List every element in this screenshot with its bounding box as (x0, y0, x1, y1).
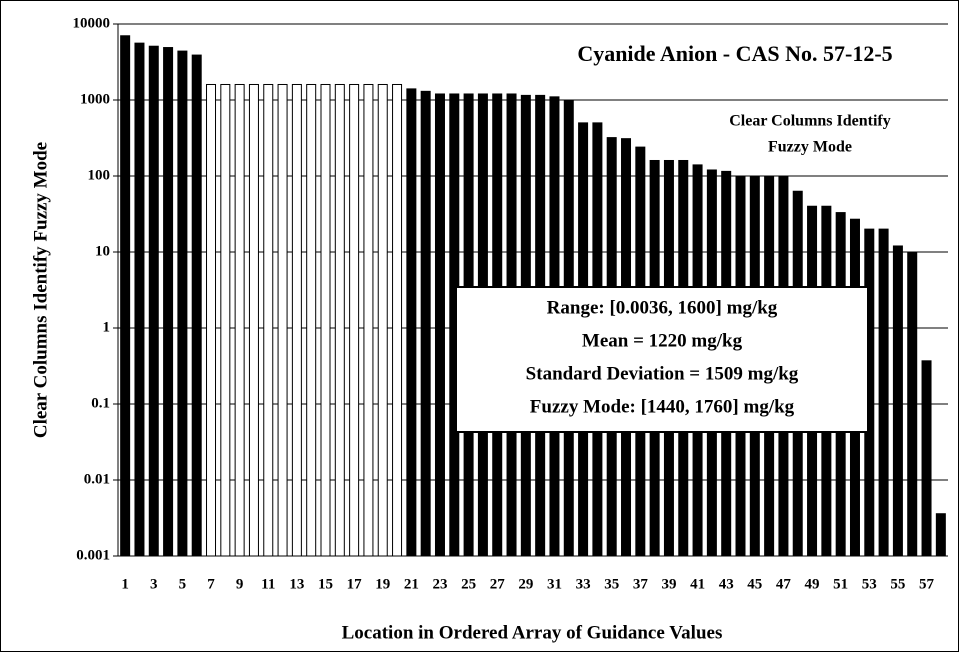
bar (363, 83, 374, 557)
bar (320, 83, 331, 557)
y-axis-label: Clear Columns Identify Fuzzy Mode (30, 142, 51, 438)
bar (921, 360, 932, 557)
bar (434, 93, 445, 557)
x-tick-label: 23 (432, 576, 447, 592)
bar (306, 83, 317, 557)
bar (206, 83, 217, 557)
bar (892, 245, 903, 557)
x-tick-label: 57 (919, 576, 935, 592)
stats-box (455, 286, 869, 433)
stats-line: Mean = 1220 mg/kg (582, 330, 743, 351)
x-tick-label: 27 (490, 576, 506, 592)
x-tick-label: 29 (518, 576, 533, 592)
bar (392, 83, 403, 557)
annotation: Clear Columns Identify (729, 113, 891, 130)
x-tick-label: 21 (404, 576, 419, 592)
x-tick-label: 43 (719, 576, 734, 592)
x-tick-label: 51 (833, 576, 848, 592)
bar (334, 83, 345, 557)
x-tick-label: 1 (121, 576, 129, 592)
x-tick-label: 37 (633, 576, 649, 592)
stats-line: Range: [0.0036, 1600] mg/kg (547, 297, 778, 318)
bar (878, 228, 889, 557)
bar (177, 50, 188, 557)
x-tick-label: 19 (375, 576, 390, 592)
bar (935, 513, 946, 557)
x-tick-label: 41 (690, 576, 705, 592)
y-tick-label: 1 (103, 319, 111, 335)
bar (220, 83, 231, 557)
x-tick-label: 17 (347, 576, 363, 592)
y-tick-label: 0.1 (91, 395, 110, 411)
x-tick-label: 7 (207, 576, 215, 592)
y-tick-label: 0.001 (76, 547, 110, 563)
bar (420, 90, 431, 557)
x-tick-label: 13 (289, 576, 304, 592)
x-tick-label: 35 (604, 576, 619, 592)
y-tick-label: 10000 (73, 15, 111, 31)
bar (191, 54, 202, 557)
y-tick-label: 0.01 (84, 471, 110, 487)
annotation: Fuzzy Mode (768, 139, 852, 156)
x-tick-label: 33 (576, 576, 591, 592)
x-tick-label: 53 (862, 576, 877, 592)
bar (349, 83, 360, 557)
bar (406, 88, 417, 557)
x-axis-label: Location in Ordered Array of Guidance Va… (342, 622, 723, 643)
x-tick-label: 47 (776, 576, 792, 592)
x-tick-label: 3 (150, 576, 158, 592)
x-tick-label: 9 (236, 576, 244, 592)
bar (277, 83, 288, 557)
bar (907, 251, 918, 557)
bar (248, 83, 259, 557)
y-tick-label: 100 (88, 167, 111, 183)
x-tick-label: 11 (261, 576, 275, 592)
bar (377, 83, 388, 557)
bar (234, 83, 245, 557)
y-tick-label: 1000 (80, 91, 110, 107)
x-tick-label: 31 (547, 576, 562, 592)
bar (120, 35, 131, 557)
stats-line: Standard Deviation = 1509 mg/kg (526, 363, 799, 384)
bar (134, 42, 145, 557)
bar (263, 83, 274, 557)
x-tick-label: 39 (661, 576, 676, 592)
bar (291, 83, 302, 557)
bar (163, 47, 174, 557)
x-tick-label: 25 (461, 576, 476, 592)
y-tick-label: 10 (95, 243, 110, 259)
chart-title: Cyanide Anion - CAS No. 57-12-5 (577, 41, 892, 66)
x-tick-label: 45 (747, 576, 762, 592)
stats-line: Fuzzy Mode: [1440, 1760] mg/kg (530, 396, 795, 417)
x-tick-label: 5 (179, 576, 187, 592)
bar (148, 45, 159, 557)
x-tick-label: 15 (318, 576, 333, 592)
x-tick-label: 49 (805, 576, 820, 592)
x-tick-label: 55 (890, 576, 905, 592)
